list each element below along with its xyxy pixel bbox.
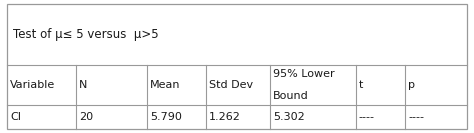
Text: 20: 20 [79, 112, 93, 122]
Text: Test of μ≤ 5 versus  μ>5: Test of μ≤ 5 versus μ>5 [13, 28, 158, 41]
Text: ----: ---- [358, 112, 374, 122]
Text: 1.262: 1.262 [209, 112, 241, 122]
Text: CI: CI [10, 112, 21, 122]
Text: ----: ---- [408, 112, 424, 122]
Text: 95% Lower: 95% Lower [273, 69, 334, 79]
Text: N: N [79, 80, 87, 90]
Text: Bound: Bound [273, 91, 308, 101]
Text: p: p [408, 80, 415, 90]
Text: 5.302: 5.302 [273, 112, 305, 122]
Text: Std Dev: Std Dev [209, 80, 253, 90]
Text: Mean: Mean [150, 80, 180, 90]
Text: t: t [358, 80, 363, 90]
Text: Variable: Variable [10, 80, 55, 90]
Text: 5.790: 5.790 [150, 112, 182, 122]
